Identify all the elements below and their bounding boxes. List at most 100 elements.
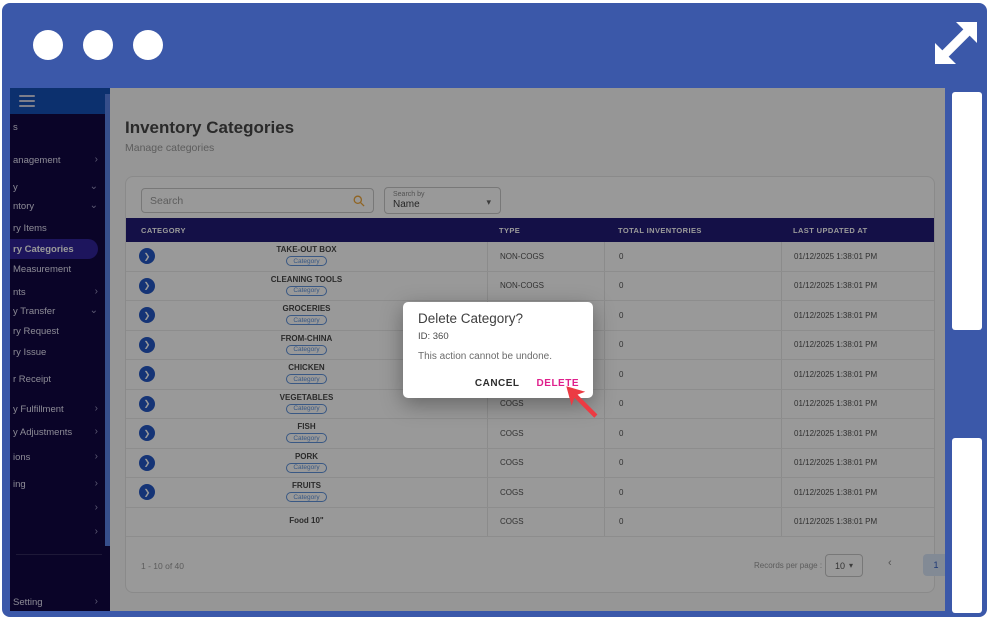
category-name: Food 10" bbox=[289, 516, 324, 526]
sidebar-item[interactable]: y ⌄ bbox=[10, 177, 110, 197]
category-chip: Category bbox=[286, 492, 327, 503]
category-chip: Category bbox=[286, 256, 327, 267]
type-cell: NON-COGS bbox=[487, 242, 604, 271]
sidebar-item[interactable]: r Receipt bbox=[10, 369, 110, 389]
records-per-page-label: Records per page : bbox=[754, 561, 823, 570]
type-cell: COGS bbox=[487, 419, 604, 448]
page-subtitle: Manage categories bbox=[125, 142, 215, 154]
chevron-icon: › bbox=[94, 478, 98, 489]
total-inventories-cell: 0 bbox=[604, 330, 781, 359]
chevron-icon: › bbox=[94, 426, 98, 437]
sidebar-item[interactable]: Setting › bbox=[10, 592, 110, 611]
sidebar-item[interactable]: anagement › bbox=[10, 150, 110, 170]
chevron-icon: ⌄ bbox=[89, 200, 98, 211]
sidebar-item[interactable]: y Transfer ⌄ bbox=[10, 301, 110, 321]
category-cell: ❯ PORK Category bbox=[126, 449, 487, 478]
sidebar-item-label: anagement bbox=[13, 154, 61, 166]
search-by-dropdown[interactable]: Search by Name ▾ bbox=[384, 187, 501, 214]
app-window: s anagement › y ⌄ ntory ⌄ ry Items ry Ca… bbox=[10, 88, 945, 611]
category-chip: Category bbox=[286, 433, 327, 444]
page-1-button[interactable]: 1 bbox=[923, 554, 945, 576]
column-header-total: TOTAL INVENTORIES bbox=[618, 225, 702, 235]
expand-row-button[interactable]: ❯ bbox=[139, 454, 155, 471]
sidebar-item[interactable]: ntory ⌄ bbox=[10, 196, 110, 216]
sidebar-item[interactable]: ions › bbox=[10, 447, 110, 467]
search-by-label: Search by bbox=[393, 191, 425, 198]
expand-row-button[interactable]: ❯ bbox=[139, 395, 155, 412]
column-header-category: CATEGORY bbox=[141, 225, 186, 235]
expand-row-button[interactable]: ❯ bbox=[139, 336, 155, 353]
sidebar-item-label: ntory bbox=[13, 200, 35, 212]
chevron-icon: › bbox=[94, 154, 98, 165]
search-box bbox=[141, 188, 374, 213]
total-inventories-cell: 0 bbox=[604, 478, 781, 507]
category-name: CLEANING TOOLS bbox=[270, 274, 343, 284]
previous-page-button[interactable]: ‹ bbox=[888, 557, 892, 569]
category-chip: Category bbox=[286, 344, 327, 355]
sidebar-item-label: ry Items bbox=[13, 222, 47, 234]
sidebar-item-label: y bbox=[13, 181, 18, 193]
column-header-updated: LAST UPDATED AT bbox=[793, 225, 868, 235]
total-inventories-cell: 0 bbox=[604, 419, 781, 448]
frame-scrollbar-thumb[interactable] bbox=[952, 92, 982, 330]
pagination-bar: 1 - 10 of 40 Records per page : 10 ▾ ‹ 1 bbox=[126, 545, 945, 585]
window-control-dot[interactable] bbox=[133, 30, 163, 60]
search-icon[interactable] bbox=[353, 195, 365, 207]
expand-icon[interactable] bbox=[926, 13, 986, 73]
expand-row-button[interactable]: ❯ bbox=[139, 307, 155, 324]
frame-scrollbar-thumb[interactable] bbox=[952, 438, 982, 613]
expand-row-button[interactable]: ❯ bbox=[139, 277, 155, 294]
chevron-icon: › bbox=[94, 526, 98, 537]
delete-button[interactable]: DELETE bbox=[536, 378, 579, 389]
window-control-dot[interactable] bbox=[33, 30, 63, 60]
window-control-dot[interactable] bbox=[83, 30, 113, 60]
sidebar-item[interactable]: ry Issue bbox=[10, 342, 110, 362]
sidebar-item-label: y Transfer bbox=[13, 305, 56, 317]
sidebar-item[interactable]: ry Request bbox=[10, 321, 110, 341]
expand-row-button[interactable]: ❯ bbox=[139, 425, 155, 442]
cancel-button[interactable]: CANCEL bbox=[474, 378, 520, 389]
sidebar-topbar bbox=[10, 88, 110, 114]
chevron-icon: ⌄ bbox=[89, 305, 98, 316]
sidebar-item[interactable]: y Fulfillment › bbox=[10, 399, 110, 419]
total-inventories-cell: 0 bbox=[604, 301, 781, 330]
total-inventories-cell: 0 bbox=[604, 242, 781, 271]
category-name: FRUITS bbox=[292, 481, 321, 491]
category-name: TAKE-OUT BOX bbox=[276, 245, 337, 255]
total-inventories-cell: 0 bbox=[604, 389, 781, 418]
category-name: CHICKEN bbox=[288, 363, 325, 373]
last-updated-cell: 01/12/2025 1:38:01 PM bbox=[781, 301, 936, 330]
sidebar-item[interactable]: nts › bbox=[10, 282, 110, 302]
category-chip: Category bbox=[286, 462, 327, 473]
sidebar-scrollbar[interactable] bbox=[105, 94, 110, 546]
category-cell: ❯ TAKE-OUT BOX Category bbox=[126, 242, 487, 271]
menu-icon[interactable] bbox=[19, 95, 35, 107]
sidebar-item[interactable]: ry Categories bbox=[10, 239, 98, 259]
sidebar-item-label: Measurement bbox=[13, 263, 72, 275]
sidebar-item[interactable]: › bbox=[10, 498, 110, 518]
sidebar-item[interactable]: s bbox=[10, 117, 110, 137]
chevron-icon: › bbox=[94, 502, 98, 513]
expand-row-button[interactable]: ❯ bbox=[139, 248, 155, 265]
records-per-page-select[interactable]: 10 ▾ bbox=[825, 554, 863, 577]
total-inventories-cell: 0 bbox=[604, 360, 781, 389]
sidebar-item[interactable]: y Adjustments › bbox=[10, 422, 110, 442]
sidebar-item[interactable]: › bbox=[10, 522, 110, 542]
expand-row-button[interactable]: ❯ bbox=[139, 484, 155, 501]
sidebar-divider bbox=[16, 554, 102, 555]
search-input[interactable] bbox=[150, 194, 353, 207]
sidebar-item[interactable]: ing › bbox=[10, 474, 110, 494]
category-chip: Category bbox=[286, 285, 327, 296]
sidebar-item-label: ions bbox=[13, 451, 31, 463]
sidebar-item[interactable]: Measurement bbox=[10, 259, 110, 279]
category-cell: ❯ Food 10" bbox=[126, 508, 487, 537]
total-inventories-cell: 0 bbox=[604, 507, 781, 536]
records-per-page-value: 10 bbox=[834, 560, 845, 571]
expand-row-button[interactable]: ❯ bbox=[139, 366, 155, 383]
sidebar-item-label: s bbox=[13, 121, 18, 133]
table-row: ❯ FRUITS Category COGS 0 01/12/2025 1:38… bbox=[126, 478, 934, 508]
sidebar-item[interactable]: ry Items bbox=[10, 218, 110, 238]
last-updated-cell: 01/12/2025 1:38:01 PM bbox=[781, 448, 936, 477]
type-cell: COGS bbox=[487, 507, 604, 536]
table-row: ❯ CLEANING TOOLS Category NON-COGS 0 01/… bbox=[126, 271, 934, 301]
